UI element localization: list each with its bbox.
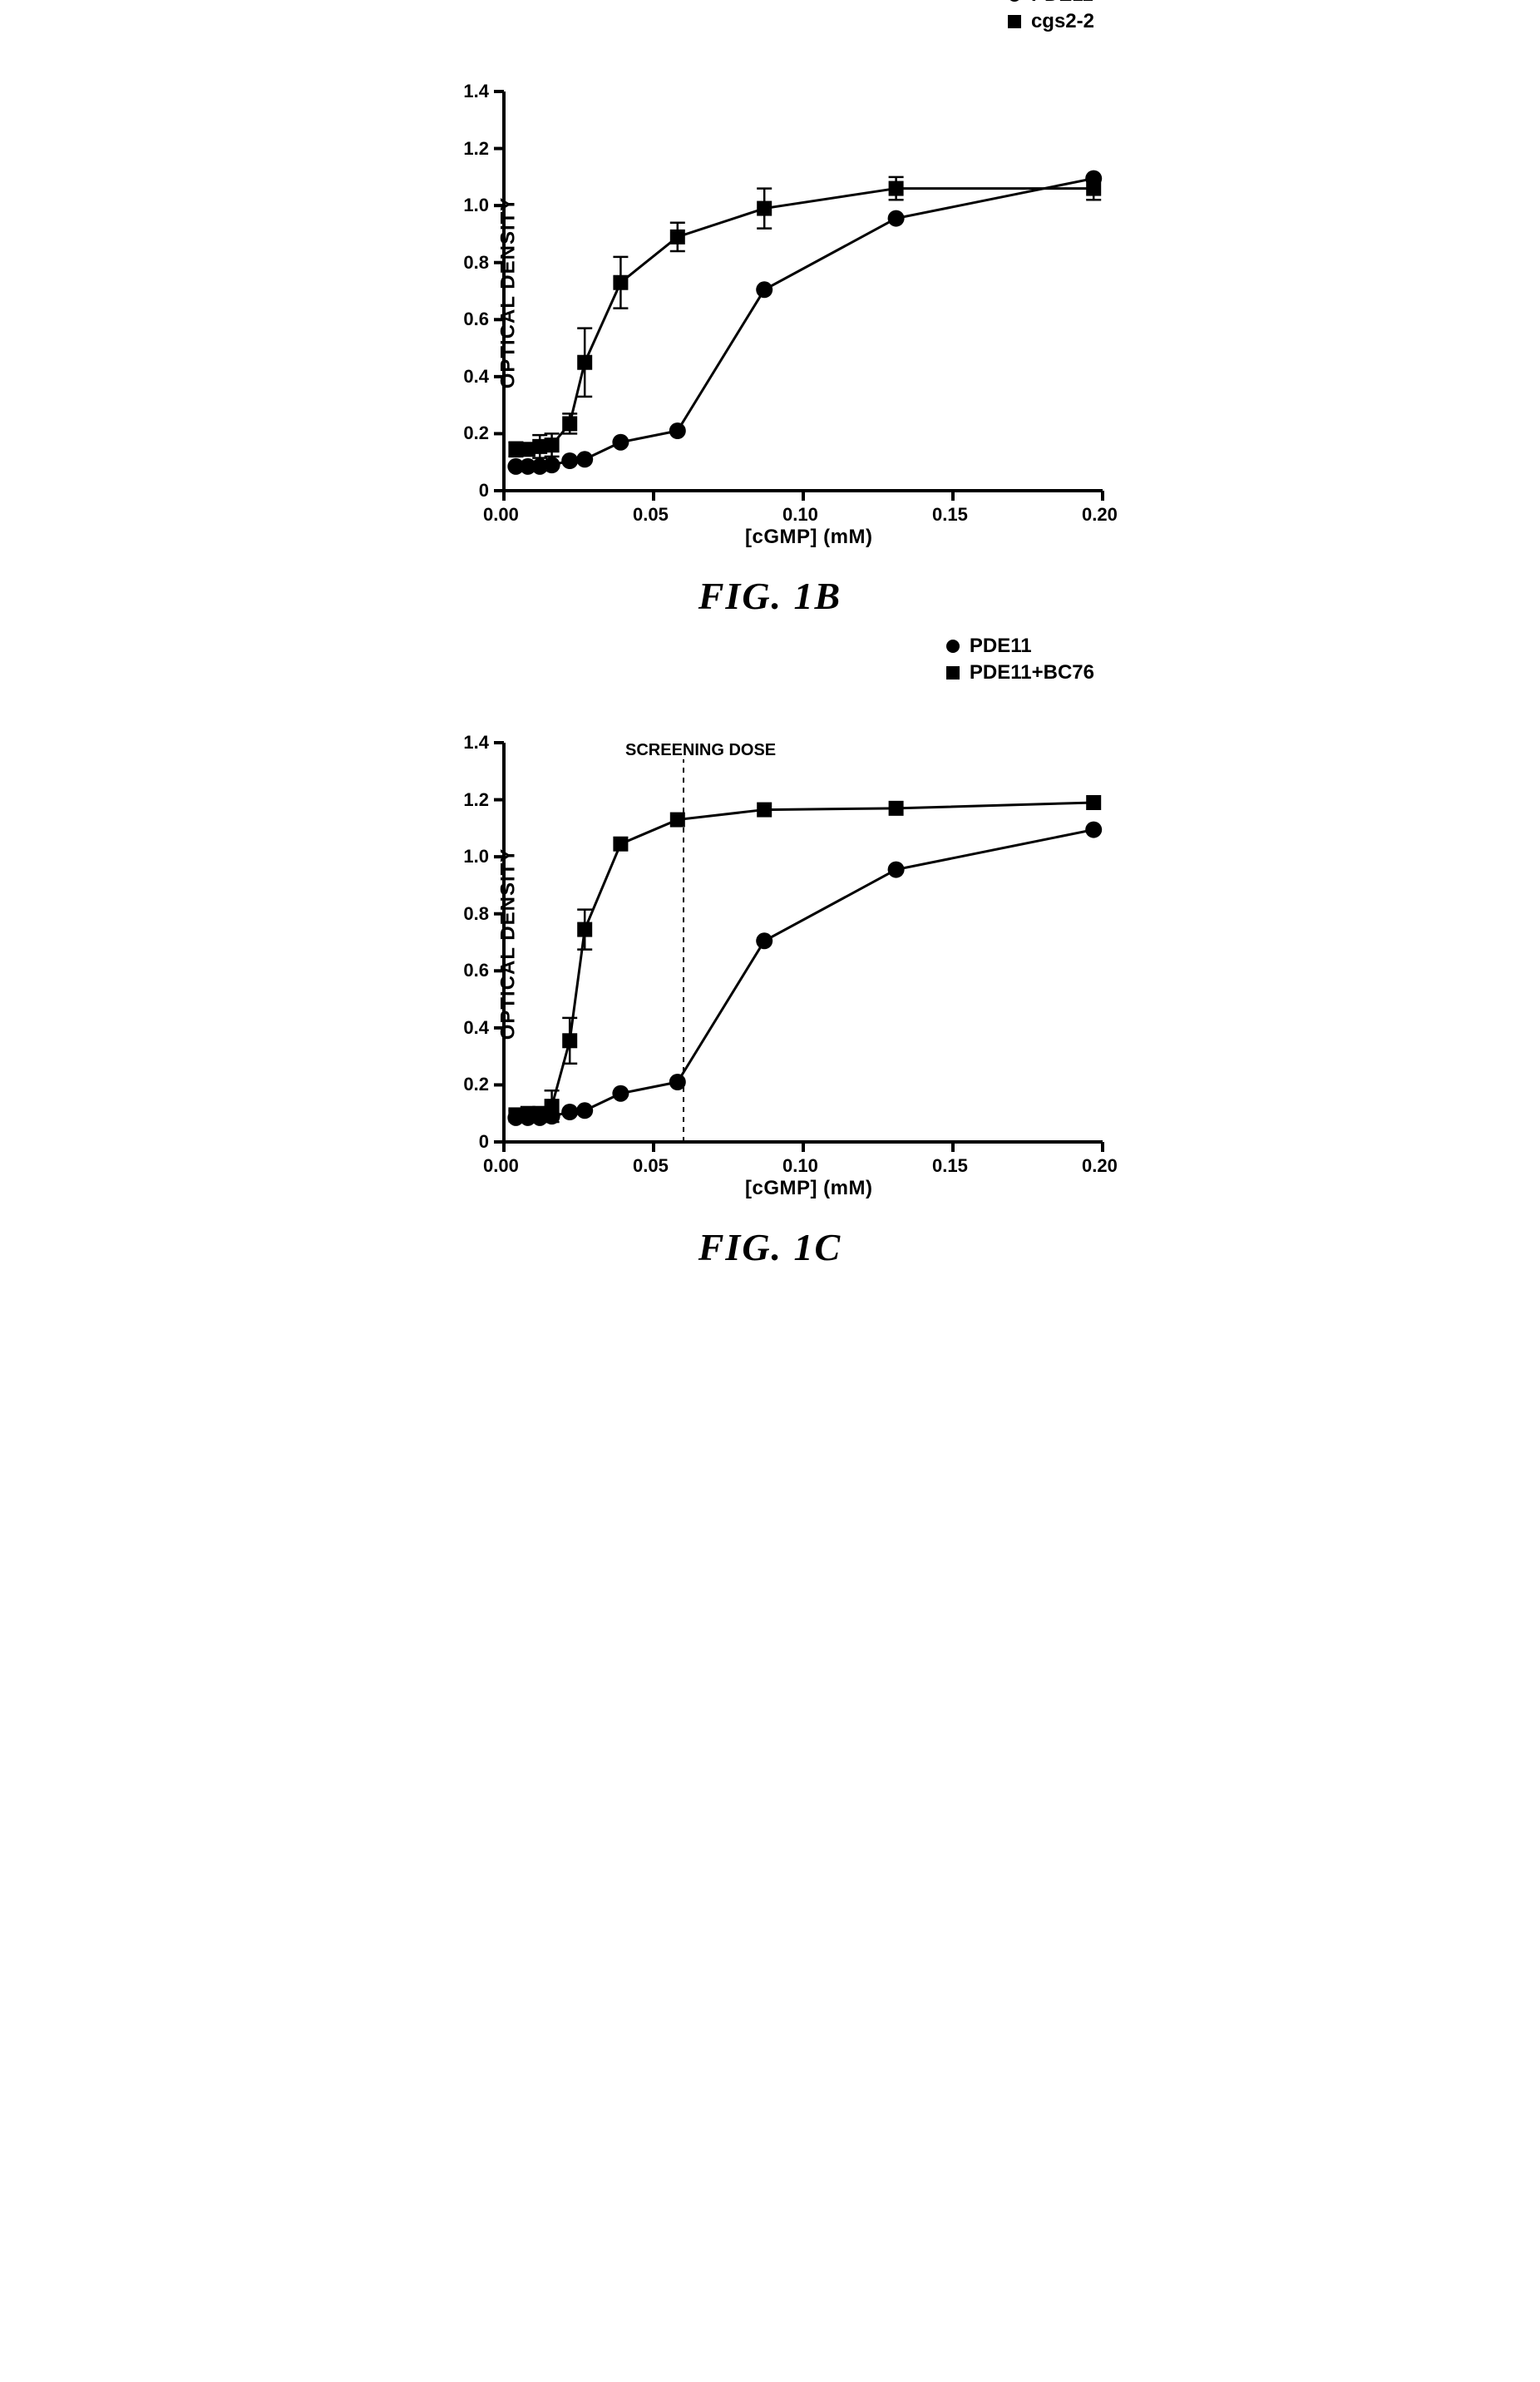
circle-marker-icon <box>1006 0 1023 3</box>
square-marker-icon <box>945 665 961 681</box>
legend-label: cgs2-2 <box>1031 10 1094 33</box>
caption-1c: FIG. 1C <box>396 1225 1144 1269</box>
chart-1b: 0.000.050.100.150.2000.20.40.60.81.01.21… <box>396 33 1144 549</box>
legend-row: PDE11 <box>1006 0 1094 7</box>
chart-1c: 0.000.050.100.150.2000.20.40.60.81.01.21… <box>396 684 1144 1200</box>
chart-1b-svg <box>396 33 1144 549</box>
legend-row: PDE11 <box>945 635 1094 658</box>
legend-1b: PDE11 cgs2-2 <box>1006 0 1094 37</box>
figure-1b-panel: PDE11cgs2-2 0.000.050.100.150.2000.20.40… <box>396 33 1144 618</box>
circle-marker-icon <box>945 638 961 655</box>
legend-label: PDE11+BC76 <box>970 661 1094 684</box>
legend-label: PDE11 <box>970 635 1032 658</box>
legend-row: cgs2-2 <box>1006 10 1094 33</box>
chart-1c-svg <box>396 684 1144 1200</box>
legend-row: PDE11+BC76 <box>945 661 1094 684</box>
legend-label: PDE11 <box>1031 0 1093 7</box>
caption-1b: FIG. 1B <box>396 574 1144 618</box>
square-marker-icon <box>1006 13 1023 30</box>
figure-1c-panel: PDE11PDE11+BC76 0.000.050.100.150.2000.2… <box>396 684 1144 1269</box>
legend-1c: PDE11 PDE11+BC76 <box>945 635 1094 688</box>
